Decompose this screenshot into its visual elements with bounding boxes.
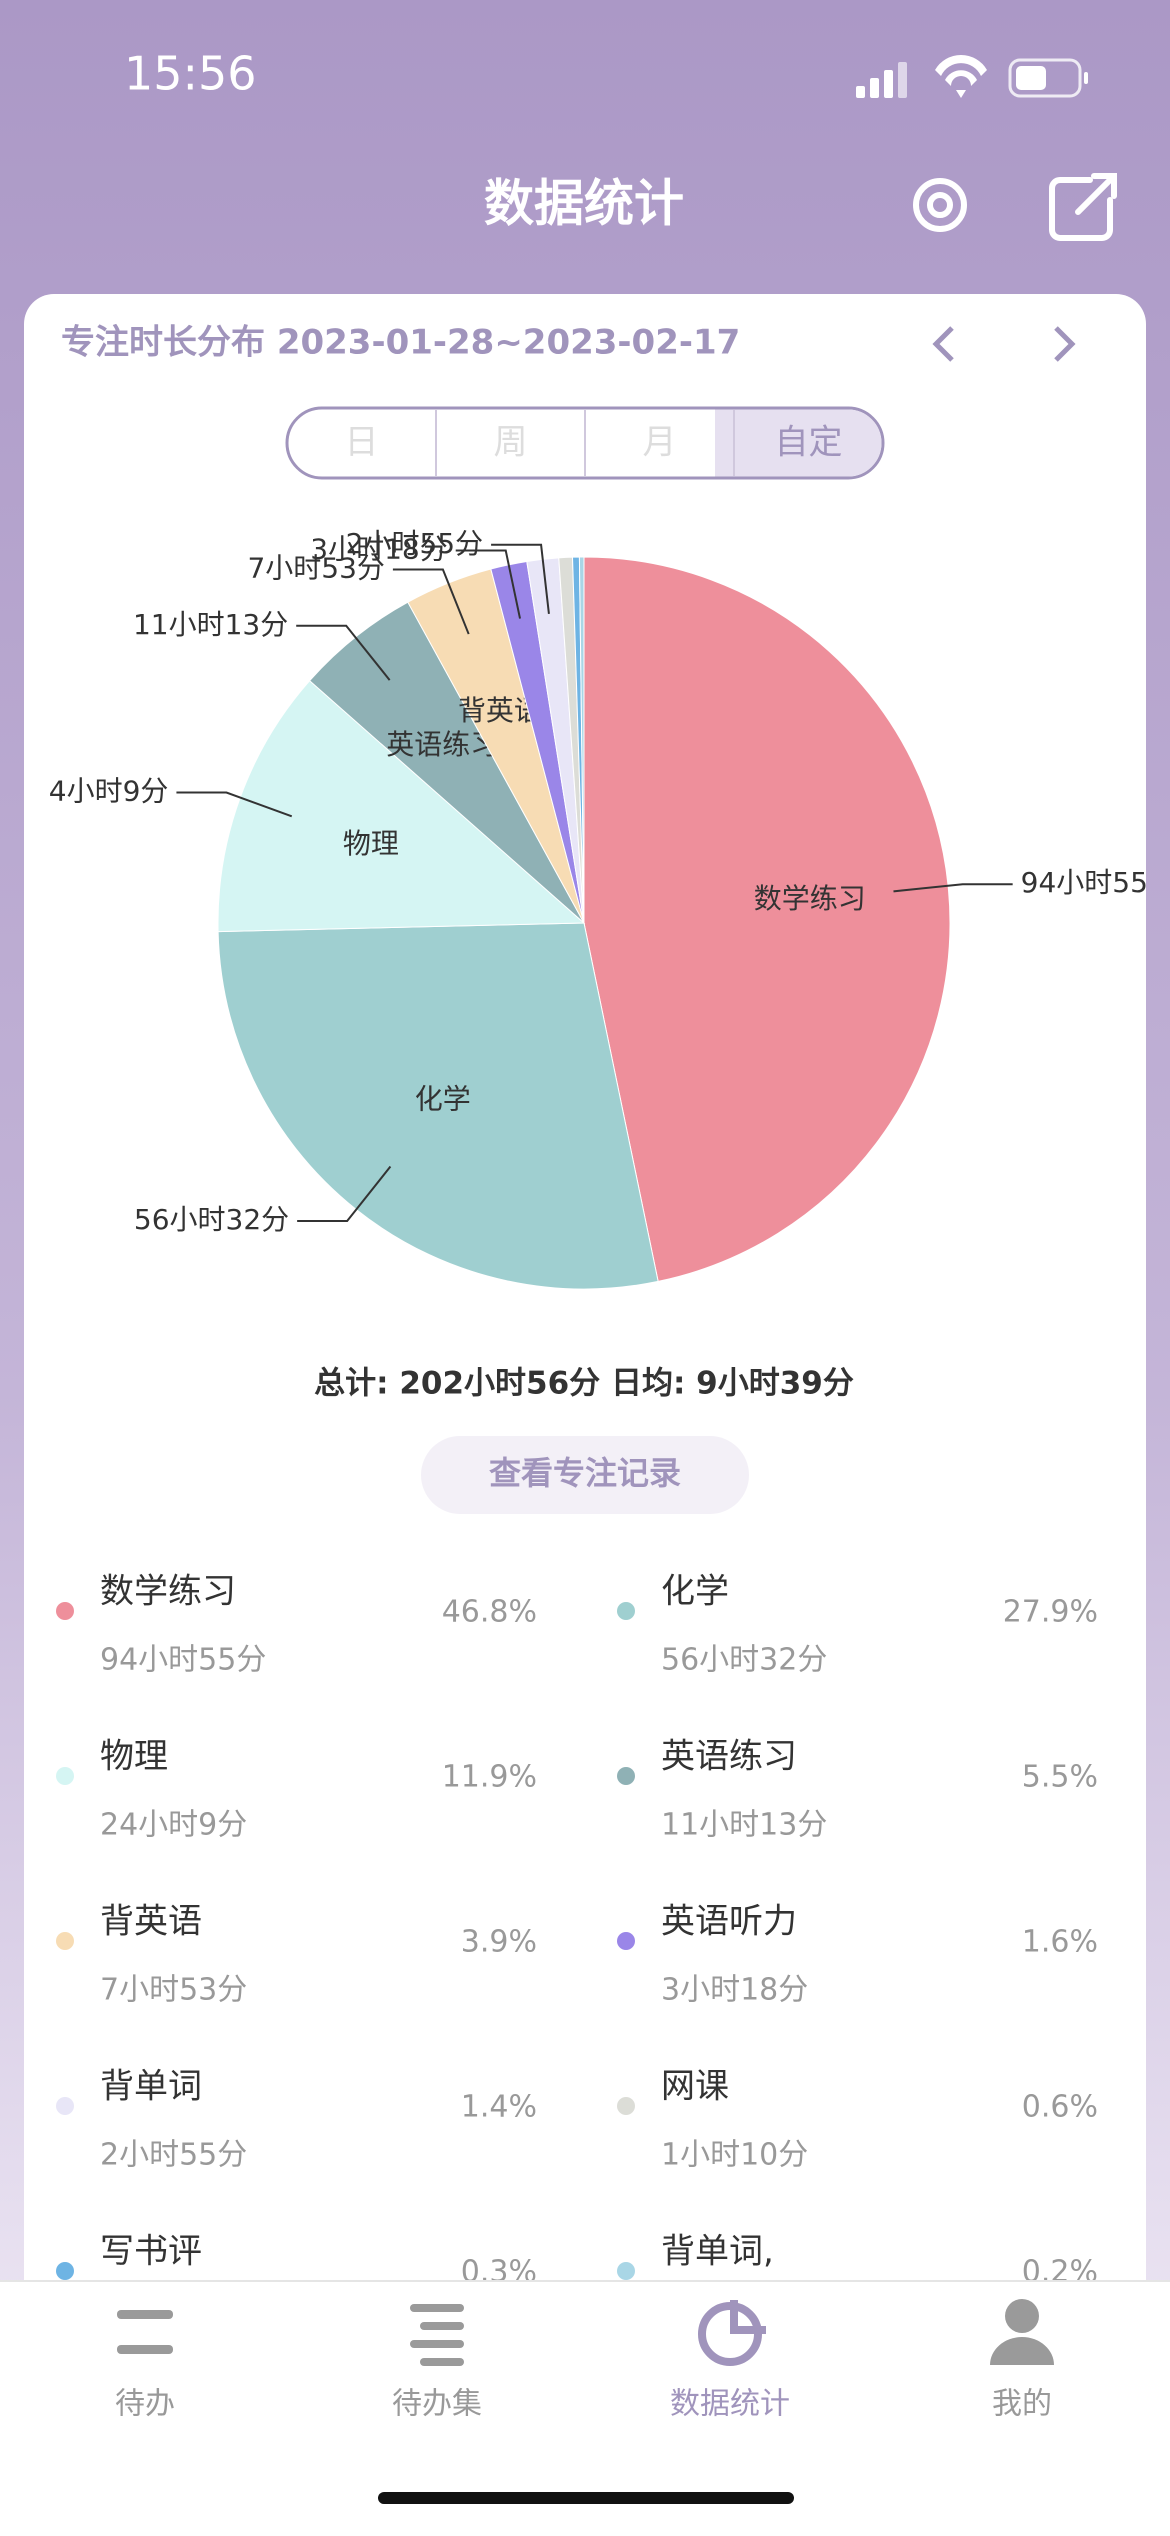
slice-category: 化学 xyxy=(415,1083,471,1116)
slice-category: 物理 xyxy=(343,827,399,860)
tab-label[interactable]: 数据统计 xyxy=(670,2387,790,2422)
records-button-label[interactable]: 查看专注记录 xyxy=(489,1454,681,1492)
legend-marker xyxy=(56,1602,74,1620)
legend-duration: 1小时10分 xyxy=(661,2138,808,2173)
legend-marker xyxy=(56,2262,74,2280)
legend-name: 写书评 xyxy=(100,2232,202,2272)
slice-label: 11小时13分 xyxy=(133,608,288,641)
slice-label: 4小时9分 xyxy=(49,775,169,808)
legend-name: 背单词 xyxy=(100,2067,202,2107)
pie-slice xyxy=(578,556,585,924)
legend-marker xyxy=(617,1767,635,1785)
legend-name: 背单词, xyxy=(661,2232,774,2272)
status-time: 15:56 xyxy=(124,47,257,101)
legend-marker xyxy=(617,2262,635,2280)
legend-name: 英语听力 xyxy=(661,1902,797,1942)
next-button[interactable] xyxy=(1054,326,1076,362)
legend-percent: 46.8% xyxy=(442,1595,537,1630)
label-line xyxy=(455,549,521,619)
header-title: 数据统计 xyxy=(484,175,684,233)
legend-name: 网课 xyxy=(661,2067,729,2107)
segment-label[interactable]: 日 xyxy=(345,423,379,463)
label-line xyxy=(893,883,1013,893)
legend-percent: 27.9% xyxy=(1003,1595,1098,1630)
legend-duration: 2小时55分 xyxy=(100,2138,247,2173)
legend-marker xyxy=(617,2097,635,2115)
share-icon[interactable] xyxy=(1049,173,1117,241)
legend-duration: 56小时32分 xyxy=(661,1643,827,1678)
status-icons xyxy=(856,54,1088,98)
label-line xyxy=(176,791,293,818)
slice-category: 数学练习 xyxy=(754,882,866,915)
legend-marker xyxy=(617,1932,635,1950)
legend: 数学练习 94小时55分 46.8% 化学 56小时32分 27.9% 物理 24小时9分 11… xyxy=(56,1572,1098,2290)
summary: 总计: 202小时56分 日均: 9小时39分 xyxy=(314,1366,854,1402)
tab-label[interactable]: 待办集 xyxy=(392,2387,482,2422)
tab-label[interactable]: 待办 xyxy=(115,2387,175,2422)
legend-percent: 1.4% xyxy=(461,2090,537,2125)
legend-percent: 11.9% xyxy=(442,1760,537,1795)
legend-marker xyxy=(617,1602,635,1620)
legend-marker xyxy=(56,1767,74,1785)
legend-duration: 3小时18分 xyxy=(661,1973,808,2008)
legend-percent: 0.6% xyxy=(1022,2090,1098,2125)
records-button[interactable] xyxy=(421,1436,749,1514)
legend-name: 英语练习 xyxy=(661,1737,797,1777)
segment-label[interactable]: 周 xyxy=(494,423,528,463)
label-line xyxy=(491,543,550,614)
legend-marker xyxy=(56,1932,74,1950)
slice-label: 94小时55 xyxy=(1021,866,1148,899)
slice-label: 56小时32分 xyxy=(134,1203,289,1236)
label-line xyxy=(297,1165,392,1222)
prev-button[interactable] xyxy=(932,326,954,362)
card-title: 专注时长分布 2023-01-28~2023-02-17 xyxy=(61,323,740,363)
legend-duration: 11小时13分 xyxy=(661,1808,827,1843)
legend-percent: 3.9% xyxy=(461,1925,537,1960)
settings-icon[interactable] xyxy=(913,178,967,232)
legend-name: 化学 xyxy=(661,1572,729,1612)
slice-label: 7小时53分 xyxy=(247,551,384,584)
legend-duration: 24小时9分 xyxy=(100,1808,247,1843)
segment-label[interactable]: 自定 xyxy=(775,423,843,463)
segmented-control: 日 周 月 自定 xyxy=(285,406,885,480)
tab-label[interactable]: 我的 xyxy=(992,2387,1052,2422)
legend-percent: 1.6% xyxy=(1022,1925,1098,1960)
segment-label[interactable]: 月 xyxy=(643,423,677,463)
legend-duration: 94小时55分 xyxy=(100,1643,266,1678)
legend-name: 物理 xyxy=(100,1737,168,1777)
legend-percent: 5.5% xyxy=(1022,1760,1098,1795)
tab-bar: 待办 待办集 数据统计 我的 xyxy=(0,2280,1170,2532)
legend-name: 背英语 xyxy=(100,1902,202,1942)
legend-duration: 7小时53分 xyxy=(100,1973,247,2008)
legend-name: 数学练习 xyxy=(100,1572,236,1612)
label-line xyxy=(296,624,391,681)
legend-marker xyxy=(56,2097,74,2115)
pie-chart: 数学练习 94小时55化学56小时32分物理4小时9分英语练习11小时13分背英语… xyxy=(49,527,1148,1290)
label-line xyxy=(392,568,470,635)
slice-label: 3小时18分 xyxy=(310,532,447,565)
slice-label: 2小时55分 xyxy=(346,527,483,560)
